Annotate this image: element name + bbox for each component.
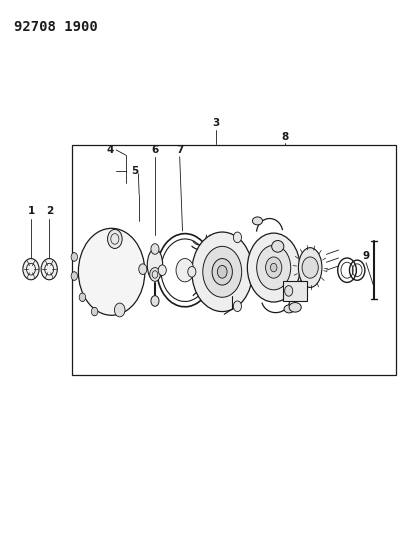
Circle shape [71,272,78,280]
Circle shape [176,259,194,282]
Text: 8: 8 [282,132,289,142]
Ellipse shape [253,217,263,225]
Ellipse shape [284,305,294,313]
Ellipse shape [80,293,85,301]
Text: 6: 6 [152,145,159,155]
Circle shape [78,228,145,316]
Text: 3: 3 [213,118,220,128]
Bar [72,144,397,375]
Circle shape [108,229,122,248]
Circle shape [23,259,39,280]
Text: 5: 5 [131,166,139,176]
Circle shape [271,263,277,272]
Ellipse shape [298,248,322,287]
Circle shape [188,266,196,277]
Ellipse shape [92,308,97,316]
Bar [283,281,307,301]
Circle shape [203,246,242,297]
Circle shape [139,264,147,274]
Circle shape [212,259,233,285]
Circle shape [192,232,253,312]
Circle shape [257,245,291,290]
Circle shape [302,257,318,278]
Circle shape [285,286,293,296]
Circle shape [150,268,160,281]
Text: 1: 1 [27,206,35,216]
Text: 9: 9 [363,251,370,261]
Ellipse shape [147,249,163,281]
Text: 2: 2 [47,206,53,216]
Circle shape [115,303,125,317]
Circle shape [233,232,242,243]
Ellipse shape [289,303,301,312]
Circle shape [217,265,227,278]
Text: 92708 1900: 92708 1900 [13,20,97,34]
Ellipse shape [72,272,77,280]
Circle shape [71,253,78,261]
Ellipse shape [72,253,77,261]
Circle shape [233,301,242,312]
Circle shape [266,257,282,278]
Circle shape [151,244,159,254]
Text: 7: 7 [176,145,183,155]
Circle shape [79,293,86,302]
Circle shape [247,233,300,302]
Circle shape [91,308,98,316]
Circle shape [158,265,166,276]
Text: 4: 4 [106,145,114,155]
Circle shape [151,296,159,306]
Circle shape [41,259,57,280]
Ellipse shape [272,240,284,252]
